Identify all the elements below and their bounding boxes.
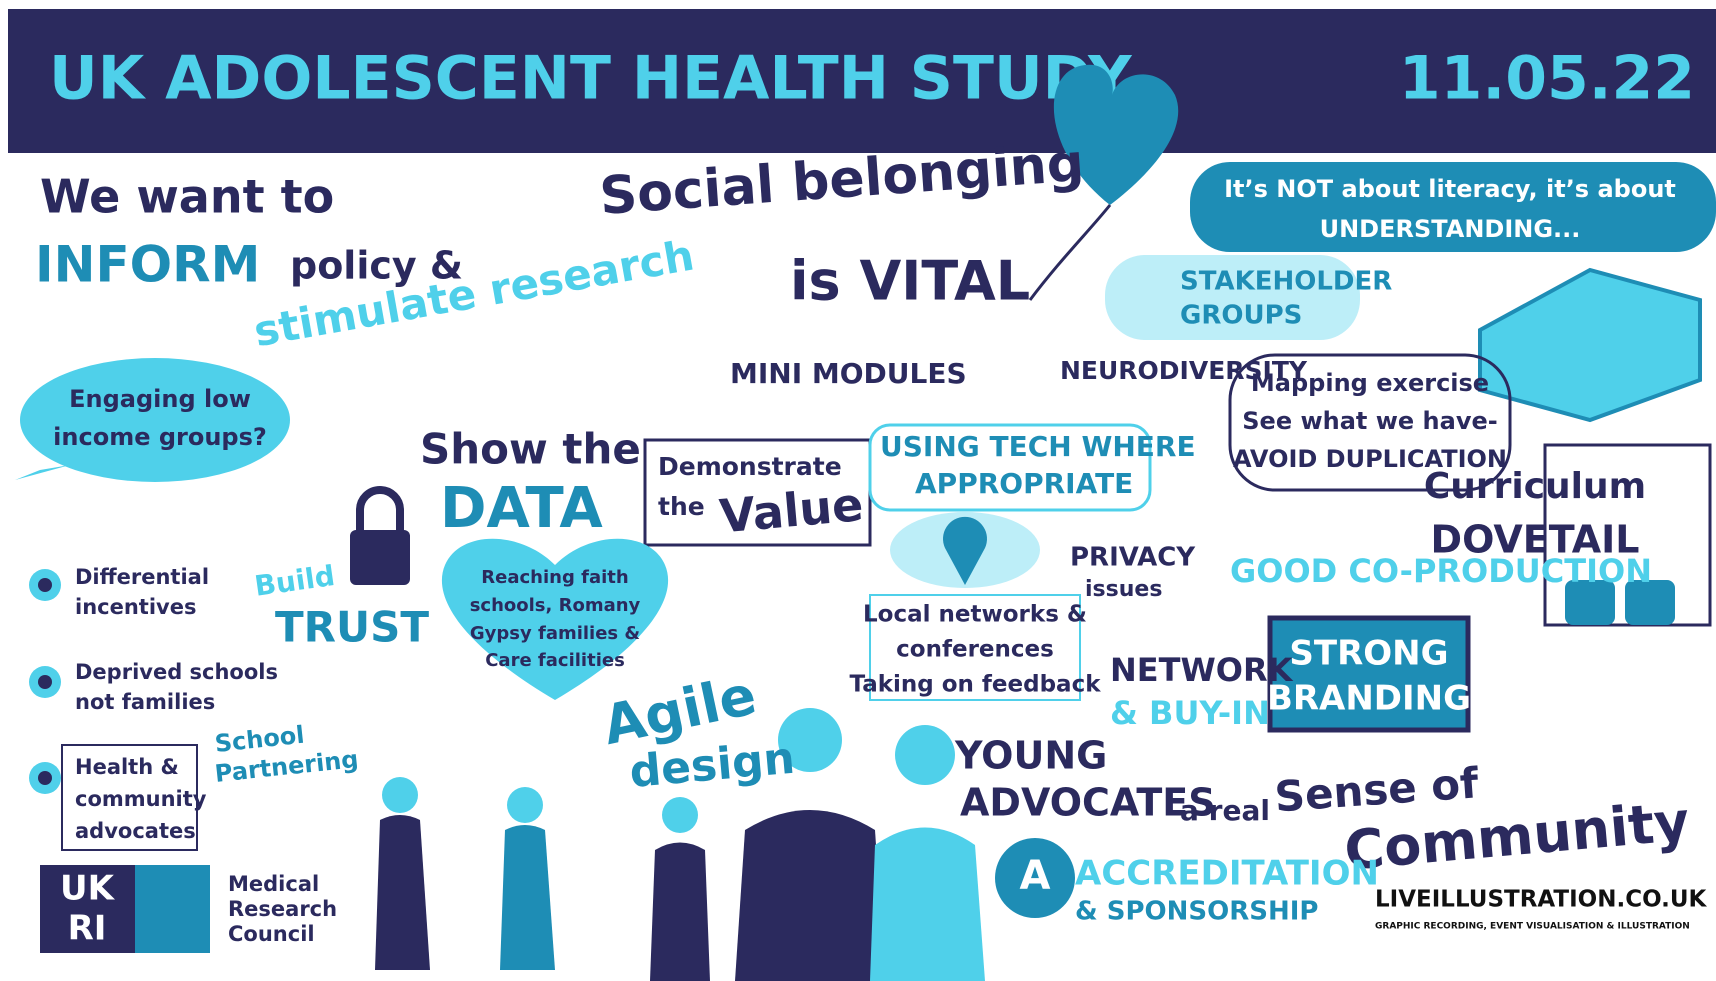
note-text: DATA xyxy=(440,476,603,541)
note-text: is VITAL xyxy=(790,250,1030,313)
note-text: TRUST xyxy=(275,603,429,652)
note-text: Curriculum xyxy=(1424,466,1646,507)
note-text: ADVOCATES xyxy=(960,781,1216,825)
person-body xyxy=(735,810,885,981)
bullet-dot xyxy=(38,675,52,689)
note-text: issues xyxy=(1085,577,1162,602)
note-text: STRONG xyxy=(1289,634,1448,674)
note-text: We want to xyxy=(40,170,334,224)
header-title: UK ADOLESCENT HEALTH STUDY xyxy=(49,44,1133,114)
note-text: Deprived schools xyxy=(75,660,278,684)
note-text: It’s NOT about literacy, it’s about xyxy=(1224,175,1676,203)
person-head xyxy=(507,787,543,823)
note-text: GROUPS xyxy=(1180,301,1302,331)
note-text: Health & xyxy=(75,755,179,779)
note-text: PRIVACY xyxy=(1070,543,1196,573)
person-head xyxy=(662,797,698,833)
note-text: income groups? xyxy=(53,423,267,451)
person-head xyxy=(895,725,955,785)
note-text: ACCREDITATION xyxy=(1075,854,1379,894)
note-text: UNDERSTANDING... xyxy=(1320,215,1581,243)
padlock xyxy=(350,530,410,585)
note-text: Reaching faith xyxy=(481,567,628,588)
note-text: Differential xyxy=(75,565,209,589)
header-date: 11.05.22 xyxy=(1399,44,1695,114)
note-text: Gypsy families & xyxy=(470,623,640,644)
person-body xyxy=(870,828,985,981)
note-text: & SPONSORSHIP xyxy=(1075,897,1318,927)
logo-text: RI xyxy=(68,909,107,949)
note-text: advocates xyxy=(75,819,196,843)
logo-text: Research xyxy=(228,897,337,921)
note-text: GRAPHIC RECORDING, EVENT VISUALISATION &… xyxy=(1375,922,1690,932)
note-text: BRANDING xyxy=(1267,679,1471,719)
mrc-logo xyxy=(135,865,210,953)
note-text: schools, Romany xyxy=(470,595,641,616)
note-text: LIVEILLUSTRATION.CO.UK xyxy=(1375,887,1708,913)
note-text: Local networks & xyxy=(863,602,1087,628)
note-text: Engaging low xyxy=(69,385,251,413)
note-text: MINI MODULES xyxy=(730,357,967,390)
note-text: STAKEHOLDER xyxy=(1180,267,1392,297)
note-text: Care facilities xyxy=(485,650,625,671)
note-text: GOOD CO-PRODUCTION xyxy=(1230,552,1652,590)
person-body xyxy=(650,843,710,981)
note-text: not families xyxy=(75,690,215,714)
note-text: incentives xyxy=(75,595,196,619)
bullet-dot xyxy=(38,771,52,785)
logo-text: UK xyxy=(60,869,116,909)
note-text: Mapping exercise xyxy=(1251,369,1489,397)
note-text: Demonstrate xyxy=(658,452,842,481)
person-head xyxy=(382,777,418,813)
note-text: YOUNG xyxy=(954,734,1107,778)
illustration: UK ADOLESCENT HEALTH STUDY 11.05.22 We xyxy=(0,0,1716,981)
note-text: & BUY-IN xyxy=(1110,694,1270,732)
note-text: conferences xyxy=(896,637,1054,663)
note-text: a real xyxy=(1180,794,1270,827)
note-text: USING TECH WHERE xyxy=(880,430,1196,463)
bullet-dot xyxy=(38,578,52,592)
note-text: APPROPRIATE xyxy=(915,467,1133,500)
note-text: INFORM xyxy=(35,236,260,294)
logo-text: Medical xyxy=(228,872,319,896)
note-text: See what we have- xyxy=(1242,407,1497,435)
note-text: the xyxy=(658,492,705,521)
logo-text: Council xyxy=(228,922,315,946)
note-text: community xyxy=(75,787,207,811)
note-text: Taking on feedback xyxy=(849,672,1101,698)
speech-bubble xyxy=(20,358,290,482)
note-text: A xyxy=(1020,853,1051,899)
note-text: Show the xyxy=(420,425,641,474)
